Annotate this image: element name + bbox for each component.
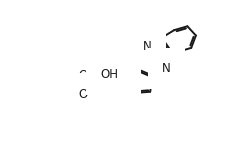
Text: Se: Se (112, 71, 127, 84)
Text: N: N (161, 62, 170, 75)
Text: N: N (142, 40, 151, 53)
Text: S: S (89, 78, 96, 91)
Text: OH: OH (100, 67, 118, 81)
Text: O: O (78, 69, 87, 82)
Text: O: O (78, 87, 87, 101)
